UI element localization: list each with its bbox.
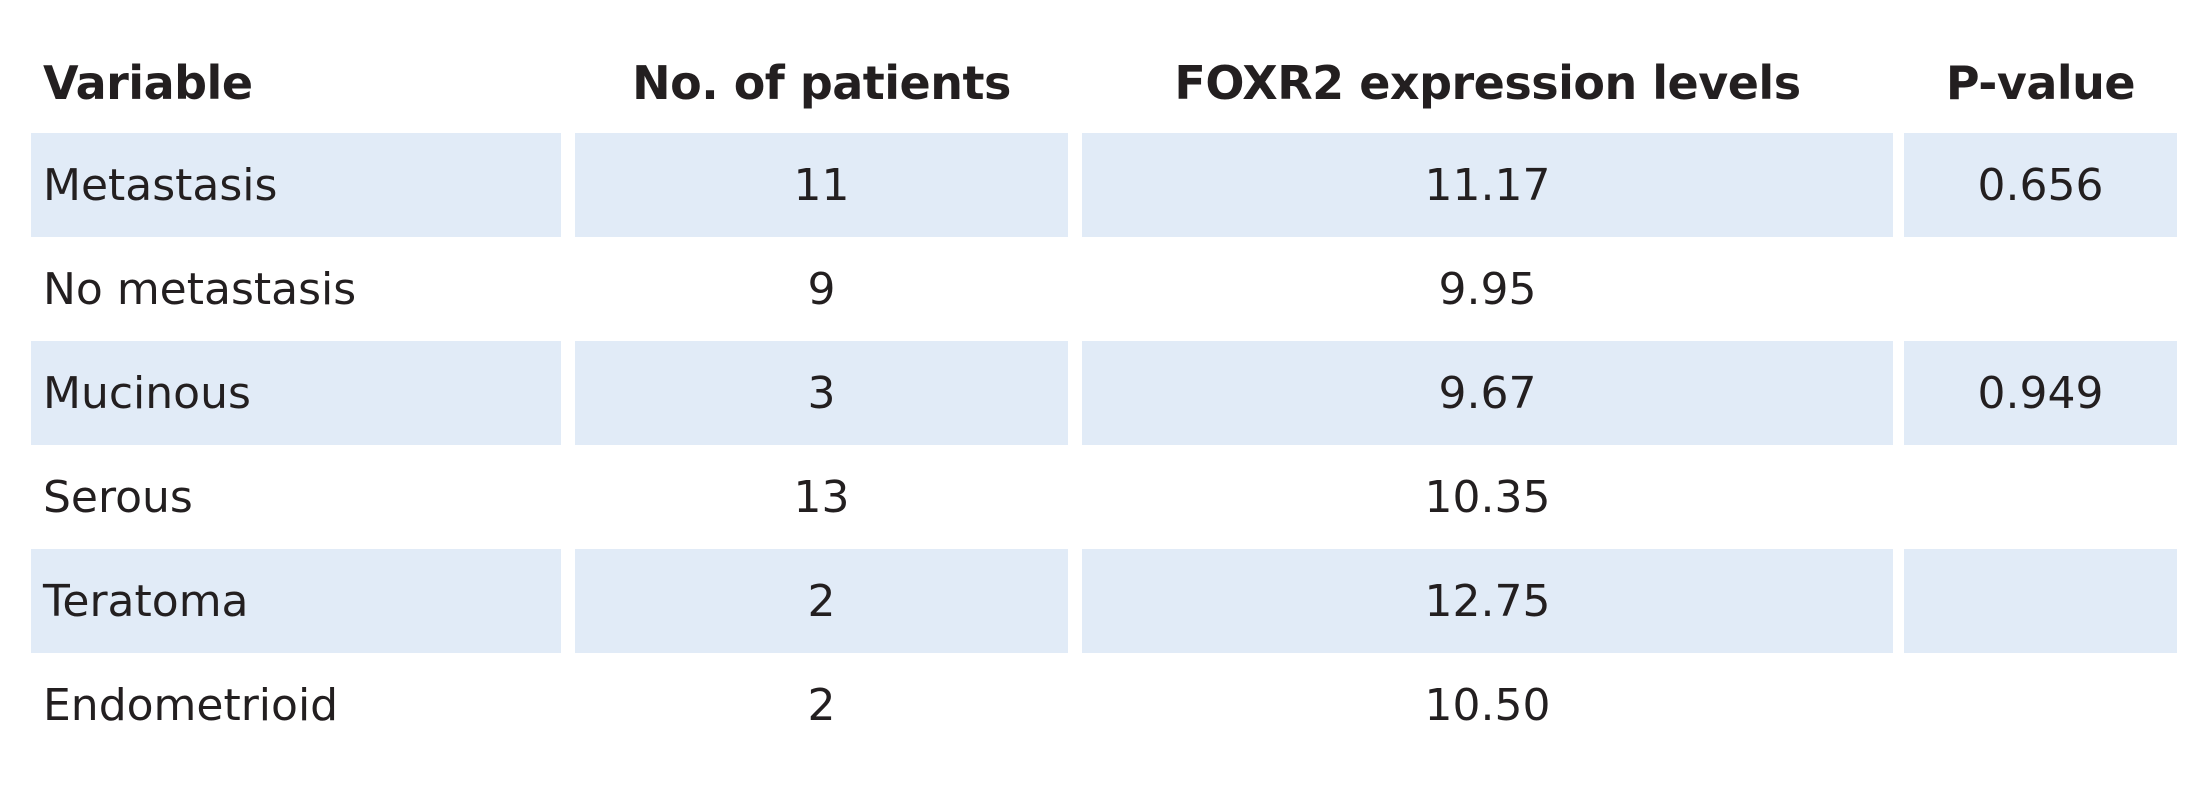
table-cell: 3 [575, 341, 1068, 445]
table-cell: Serous [43, 471, 193, 523]
table-cell: 11 [575, 133, 1068, 237]
table-cell: 0.656 [1904, 133, 2177, 237]
table-cell: No metastasis [43, 263, 357, 315]
header-cell: Variable [43, 55, 253, 110]
table-cell: 12.75 [1082, 549, 1893, 653]
table-cell: 2 [575, 549, 1068, 653]
table-cell: Teratoma [31, 549, 561, 653]
table-cell: Endometrioid [43, 679, 339, 731]
table-cell: 2 [807, 679, 836, 731]
table-cell: 10.50 [1424, 679, 1551, 731]
table-cell: 9.95 [1438, 263, 1537, 315]
table-cell: Metastasis [31, 133, 561, 237]
table-cell: 10.35 [1424, 471, 1551, 523]
header-cell: FOXR2 expression levels [1174, 55, 1801, 110]
empty-cell [1904, 549, 2177, 653]
table-cell: 0.949 [1904, 341, 2177, 445]
empty-cell [1904, 445, 2177, 549]
header-cell: No. of patients [632, 55, 1011, 110]
table-cell: 13 [793, 471, 850, 523]
table-cell: Mucinous [31, 341, 561, 445]
table-cell: 9 [807, 263, 836, 315]
header-cell: P-value [1945, 55, 2136, 110]
empty-cell [1904, 653, 2177, 757]
table-cell: 9.67 [1082, 341, 1893, 445]
table-cell: 11.17 [1082, 133, 1893, 237]
empty-cell [1904, 237, 2177, 341]
